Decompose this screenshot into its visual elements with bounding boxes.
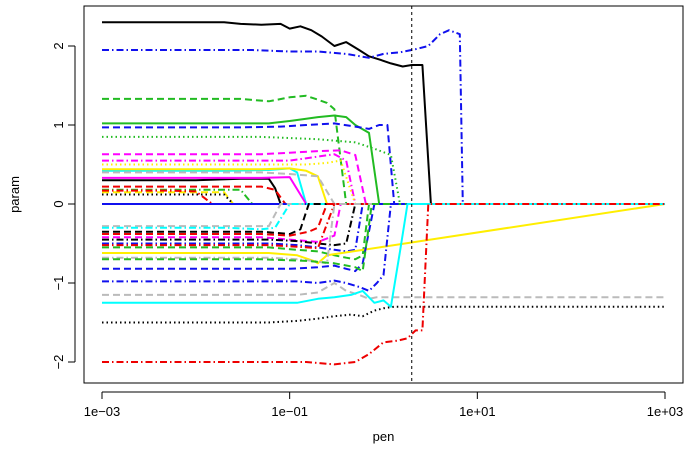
y-tick-label: −1: [51, 276, 66, 291]
series-line-28: [102, 203, 665, 250]
y-tick-label: 2: [51, 42, 66, 49]
series-line-5: [102, 122, 665, 205]
series-line-36: [102, 203, 665, 308]
x-axis: 1e−03 1e−01 1e+01 1e+03: [84, 391, 684, 419]
series-line-19: [102, 193, 665, 205]
series-line-23: [102, 203, 665, 235]
series-line-4: [102, 114, 665, 205]
y-axis-title: param: [7, 176, 22, 213]
series-line-32: [102, 203, 665, 273]
series-line-7: [102, 149, 665, 205]
series-line-30: [102, 203, 666, 265]
series-line-25: [102, 203, 665, 243]
y-tick-label: −2: [51, 355, 66, 370]
series-line-3: [102, 94, 665, 205]
series-line-35: [102, 282, 665, 300]
y-tick-label: 1: [51, 121, 66, 128]
x-tick-label: 1e−03: [84, 404, 121, 419]
series-line-1: [102, 21, 665, 205]
series-line-8: [102, 153, 665, 205]
series-line-33: [102, 203, 665, 273]
x-tick-label: 1e−01: [271, 404, 308, 419]
series-line-15: [102, 185, 665, 205]
series-line-29: [102, 203, 665, 261]
series-line-11: [102, 167, 665, 205]
series-line-2: [102, 29, 665, 205]
series-line-37: [102, 305, 665, 324]
series-line-16: [102, 188, 665, 205]
series-line-34: [102, 203, 665, 292]
series-layer: [102, 21, 666, 366]
x-tick-label: 1e+01: [459, 404, 496, 419]
series-line-18: [102, 189, 665, 205]
plot-box: [83, 5, 684, 384]
series-line-24: [102, 203, 665, 237]
series-line-27: [102, 203, 665, 253]
series-line-21: [102, 203, 665, 228]
series-line-9: [102, 159, 665, 205]
series-line-10: [102, 167, 665, 205]
y-tick-label: 0: [51, 200, 66, 207]
x-tick-label: 1e+03: [647, 404, 684, 419]
series-line-13: [102, 177, 665, 205]
series-line-31: [102, 203, 665, 265]
series-line-17: [102, 191, 665, 205]
x-axis-title: pen: [373, 429, 395, 444]
series-line-26: [102, 203, 665, 247]
series-line-38: [102, 203, 665, 366]
y-axis: −2 −1 0 1 2: [51, 42, 76, 370]
